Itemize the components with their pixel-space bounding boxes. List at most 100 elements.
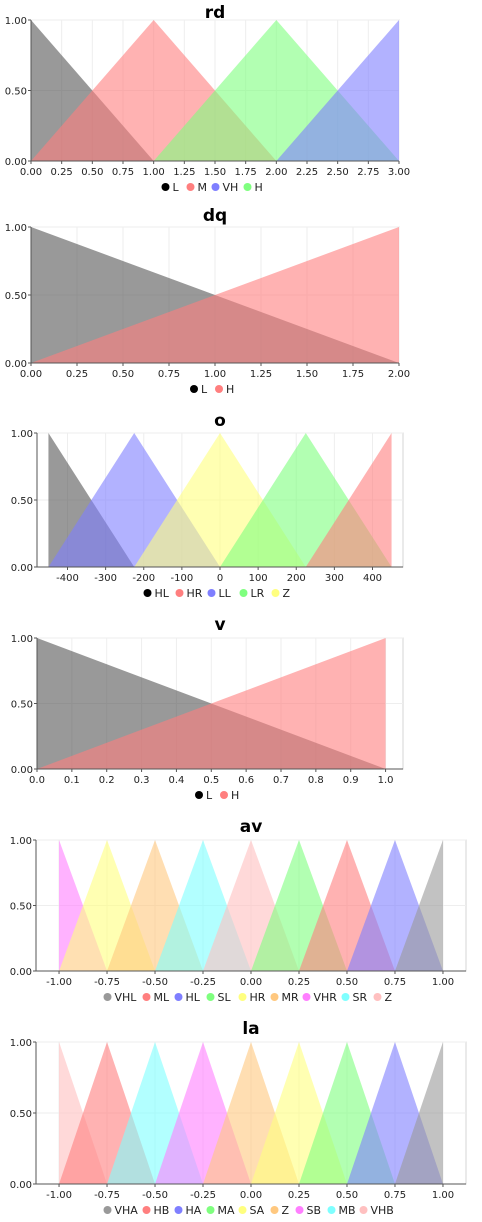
x-tick-label: 0.9 xyxy=(343,775,359,786)
legend-swatch xyxy=(174,1206,183,1214)
chart-4: av -1.00 -0.75 -0.50 -0.25 0.00 0.25 0.50 0.75 1.… xyxy=(10,817,467,1004)
legend-swatch xyxy=(142,1206,151,1214)
legend-label: VHR xyxy=(314,991,338,1004)
legend-label: M xyxy=(198,181,208,194)
legend-item-HR: HR xyxy=(238,991,266,1004)
legend-item-MB: MB xyxy=(327,1204,356,1217)
legend-swatch xyxy=(195,791,203,799)
y-tick-label: 0.50 xyxy=(5,291,27,302)
legend-item-LL: LL xyxy=(207,587,232,600)
legend-item-MR: MR xyxy=(270,991,299,1004)
y-tick-label: 0.00 xyxy=(5,359,27,370)
legend-label: HL xyxy=(155,587,170,600)
x-tick-label: 1.00 xyxy=(432,1190,454,1201)
legend-label: VH xyxy=(223,181,239,194)
legend-swatch xyxy=(186,183,195,191)
x-tick-label: 1.0 xyxy=(378,775,394,786)
legend-swatch xyxy=(243,183,252,191)
x-tick-label: 1.75 xyxy=(342,369,364,380)
legend-item-LR: LR xyxy=(239,587,265,600)
legend-item-Z: Z xyxy=(271,587,291,600)
legend-swatch xyxy=(239,589,248,597)
x-tick-label: 3.00 xyxy=(388,167,410,178)
x-tick-label: -100 xyxy=(171,573,194,584)
x-tick-label: 1.50 xyxy=(296,369,318,380)
x-tick-label: 0.50 xyxy=(336,1190,358,1201)
x-tick-label: 0.25 xyxy=(288,977,310,988)
x-tick-label: 2.25 xyxy=(296,167,318,178)
y-tick-label: 0.50 xyxy=(5,87,27,98)
x-tick-label: 0.25 xyxy=(66,369,88,380)
legend-label: H xyxy=(231,789,239,802)
x-tick-label: 0.50 xyxy=(112,369,134,380)
x-tick-label: 0.50 xyxy=(81,167,103,178)
y-tick-label: 0.00 xyxy=(11,563,33,574)
chart-title: rd xyxy=(205,3,226,23)
x-tick-label: 0.00 xyxy=(20,167,42,178)
legend-label: MR xyxy=(282,991,299,1004)
legend-item-VHB: VHB xyxy=(359,1204,394,1217)
x-tick-label: -400 xyxy=(56,573,79,584)
x-tick-label: 0.75 xyxy=(384,1190,406,1201)
x-tick-label: 2.00 xyxy=(388,369,410,380)
legend-swatch xyxy=(161,183,170,191)
y-tick-label: 1.00 xyxy=(10,836,32,847)
legend-item-L: L xyxy=(190,383,208,396)
x-tick-label: 400 xyxy=(363,573,382,584)
x-tick-label: 0.1 xyxy=(64,775,80,786)
x-tick-label: 0.3 xyxy=(134,775,150,786)
x-tick-label: 0.6 xyxy=(238,775,254,786)
legend-item-VH: VH xyxy=(211,181,239,194)
legend-swatch xyxy=(174,993,183,1001)
legend-swatch xyxy=(295,1206,304,1214)
legend-label: L xyxy=(173,181,180,194)
legend-item-H: H xyxy=(243,181,263,194)
legend-item-HR: HR xyxy=(175,587,203,600)
x-tick-label: 0.4 xyxy=(168,775,184,786)
x-tick-label: 1.75 xyxy=(235,167,257,178)
y-tick-label: 0.00 xyxy=(10,967,32,978)
chart-title: v xyxy=(214,615,225,635)
legend-label: L xyxy=(201,383,208,396)
series-HR xyxy=(305,433,392,567)
legend-label: Z xyxy=(283,587,291,600)
y-tick-label: 1.00 xyxy=(5,223,27,234)
y-tick-label: 1.00 xyxy=(11,634,33,645)
legend-swatch xyxy=(206,1206,215,1214)
legend-label: MA xyxy=(218,1204,235,1217)
legend-label: ML xyxy=(154,991,170,1004)
legend-swatch xyxy=(359,1206,368,1214)
x-tick-label: -0.75 xyxy=(94,1190,120,1201)
x-tick-label: -0.75 xyxy=(94,977,120,988)
x-tick-label: 0.50 xyxy=(336,977,358,988)
y-tick-label: 0.50 xyxy=(10,1109,32,1120)
x-tick-label: 0.5 xyxy=(203,775,219,786)
legend-swatch xyxy=(215,385,223,393)
chart-title: la xyxy=(242,1019,259,1039)
x-tick-label: 1.25 xyxy=(250,369,272,380)
legend-item-SA: SA xyxy=(238,1204,265,1217)
legend-label: HR xyxy=(250,991,266,1004)
legend-label: VHL xyxy=(115,991,138,1004)
series-H xyxy=(31,227,399,363)
x-tick-label: 2.00 xyxy=(265,167,287,178)
x-tick-label: -200 xyxy=(132,573,155,584)
y-tick-label: 1.00 xyxy=(10,1038,32,1049)
legend-swatch xyxy=(103,993,112,1001)
legend-item-SL: SL xyxy=(206,991,231,1004)
x-tick-label: 0.25 xyxy=(288,1190,310,1201)
legend-item-VHR: VHR xyxy=(302,991,338,1004)
x-tick-label: -0.50 xyxy=(142,1190,168,1201)
legend-item-M: M xyxy=(186,181,208,194)
legend-item-HA: HA xyxy=(174,1204,202,1217)
x-tick-label: 2.75 xyxy=(357,167,379,178)
legend-swatch xyxy=(143,589,152,597)
x-tick-label: 0.2 xyxy=(99,775,115,786)
legend-swatch xyxy=(142,993,151,1001)
x-tick-label: 0.75 xyxy=(384,977,406,988)
x-tick-label: 0 xyxy=(217,573,223,584)
legend-label: MB xyxy=(339,1204,356,1217)
x-tick-label: -1.00 xyxy=(46,1190,72,1201)
legend-item-Z: Z xyxy=(373,991,393,1004)
